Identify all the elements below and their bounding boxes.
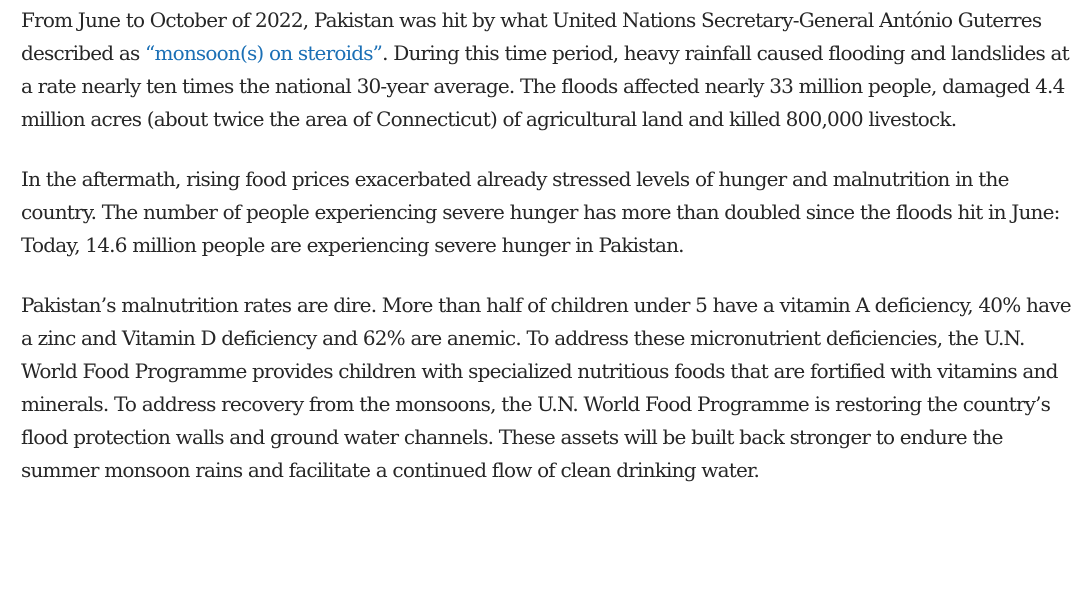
paragraph-malnutrition: Pakistan’s malnutrition rates are dire. … [21,293,1072,482]
article-body: From June to October of 2022, Pakistan w… [21,4,1073,514]
paragraph-monsoon-floods: From June to October of 2022, Pakistan w… [21,4,1073,136]
paragraph-text: . During this time period, heavy rainfal… [21,41,1070,131]
monsoon-on-steroids-link[interactable]: “monsoon(s) on steroids” [145,41,383,65]
paragraph-hunger: In the aftermath, rising food prices exa… [21,167,1060,257]
paragraph-text: From June to October of 2022, Pakistan w… [21,8,1042,65]
